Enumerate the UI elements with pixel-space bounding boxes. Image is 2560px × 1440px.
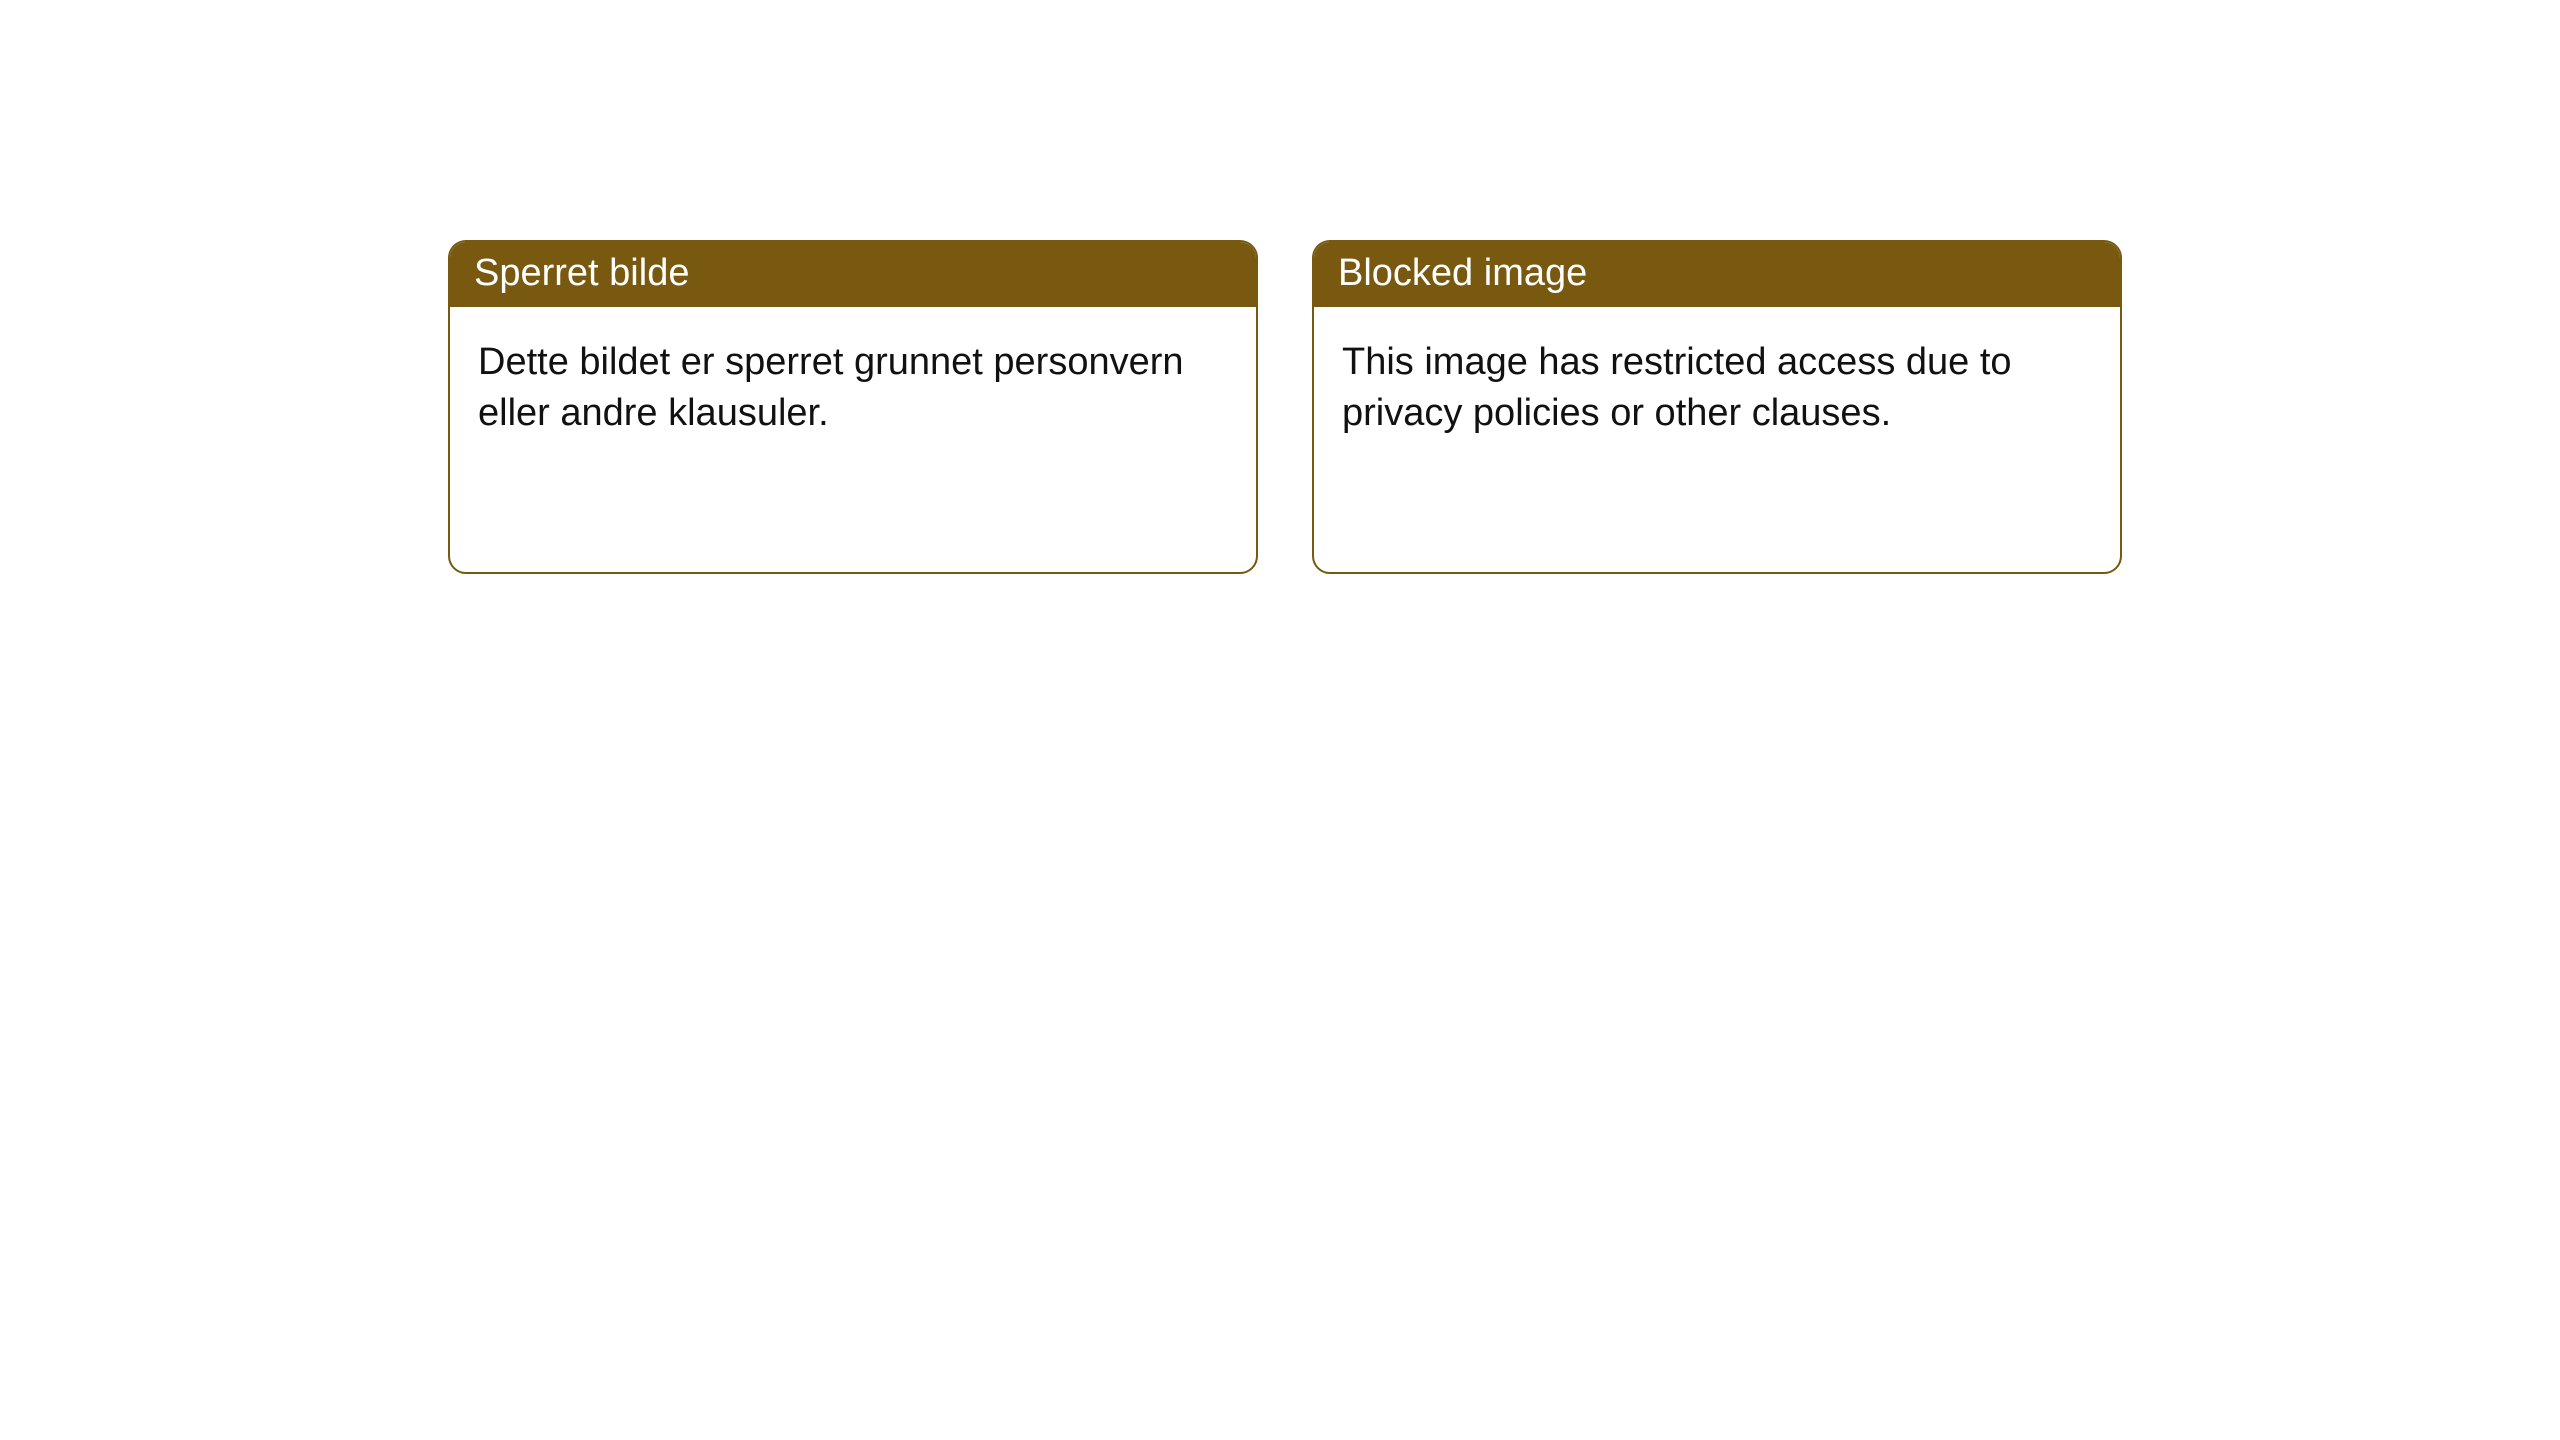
notice-body-norwegian: Dette bildet er sperret grunnet personve…: [450, 307, 1256, 470]
notice-card-norwegian: Sperret bilde Dette bildet er sperret gr…: [448, 240, 1258, 574]
notice-container: Sperret bilde Dette bildet er sperret gr…: [0, 0, 2560, 574]
notice-body-english: This image has restricted access due to …: [1314, 307, 2120, 470]
notice-header-english: Blocked image: [1314, 242, 2120, 307]
notice-header-norwegian: Sperret bilde: [450, 242, 1256, 307]
notice-card-english: Blocked image This image has restricted …: [1312, 240, 2122, 574]
